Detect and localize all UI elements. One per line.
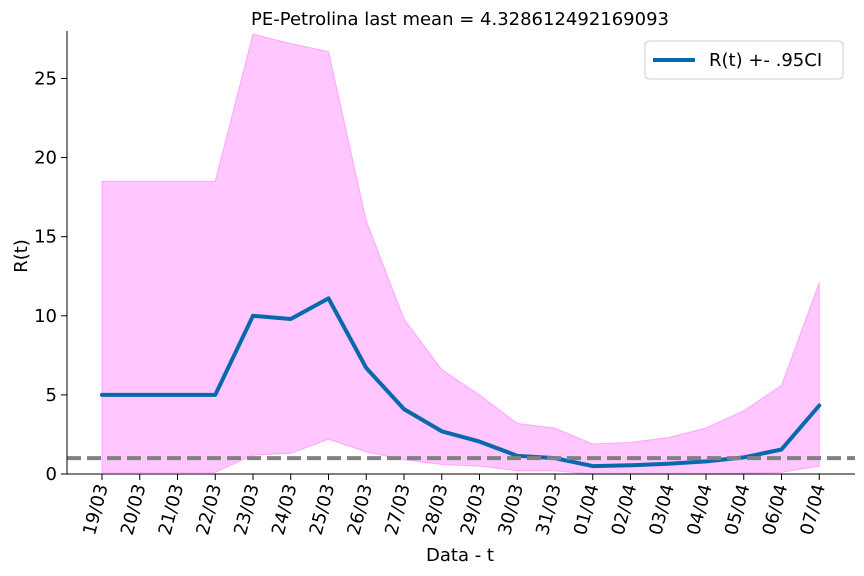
series-line-rt: [100, 296, 822, 469]
plot-area: [67, 33, 855, 475]
x-tick-label: 03/04: [645, 482, 679, 538]
y-tick-label: 20: [34, 148, 57, 169]
x-axis: 19/03 20/03 21/03 22/03 23/03 24/03 25/03 26/03…: [67, 473, 855, 538]
y-tick-label: 10: [34, 306, 57, 327]
x-tick-label: 22/03: [192, 482, 226, 538]
x-tick-label: 06/04: [759, 482, 793, 538]
x-tick-label: 21/03: [155, 482, 189, 538]
chart-title: PE-Petrolina last mean = 4.3286124921690…: [251, 9, 669, 30]
y-tick-label: 25: [34, 68, 57, 89]
x-tick-label: 23/03: [230, 482, 264, 538]
x-tick-label: 01/04: [570, 482, 604, 538]
legend-box: [644, 40, 844, 80]
y-tick-label: 5: [46, 385, 57, 406]
x-tick-label: 05/04: [721, 482, 755, 538]
y-axis-label: R(t): [11, 239, 32, 273]
x-tick-label: 29/03: [457, 482, 491, 538]
x-tick-label: 02/04: [608, 482, 642, 538]
x-tick-label: 20/03: [117, 482, 151, 538]
y-axis: 0 5 10 15 20 25: [34, 31, 68, 485]
y-tick-label: 0: [46, 464, 57, 485]
x-tick-label: 28/03: [419, 482, 453, 538]
x-tick-label: 27/03: [381, 482, 415, 538]
x-axis-label: Data - t: [426, 545, 494, 566]
x-tick-label: 31/03: [532, 482, 566, 538]
x-tick-label: 19/03: [79, 482, 113, 538]
x-tick-label: 30/03: [494, 482, 528, 538]
legend: R(t) +- .95CI: [644, 40, 844, 80]
x-tick-label: 25/03: [306, 482, 340, 538]
confidence-band: [101, 33, 820, 475]
y-tick-label: 15: [34, 227, 57, 248]
x-tick-label: 04/04: [683, 482, 717, 538]
legend-label: R(t) +- .95CI: [709, 50, 822, 71]
x-tick-label: 26/03: [343, 482, 377, 538]
x-tick-label: 24/03: [268, 482, 302, 538]
x-tick-label: 07/04: [796, 482, 830, 538]
